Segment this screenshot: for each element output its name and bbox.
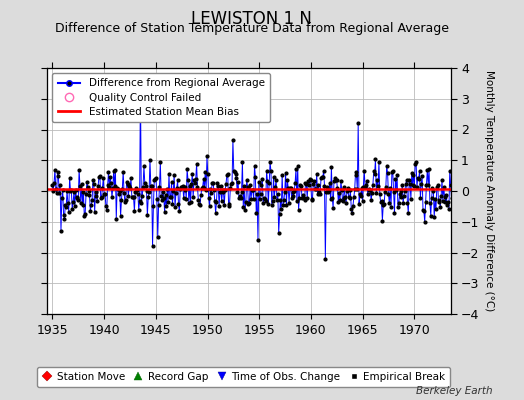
Y-axis label: Monthly Temperature Anomaly Difference (°C): Monthly Temperature Anomaly Difference (… bbox=[484, 70, 494, 312]
Text: Difference of Station Temperature Data from Regional Average: Difference of Station Temperature Data f… bbox=[54, 22, 449, 35]
Text: LEWISTON 1 N: LEWISTON 1 N bbox=[191, 10, 312, 28]
Legend: Station Move, Record Gap, Time of Obs. Change, Empirical Break: Station Move, Record Gap, Time of Obs. C… bbox=[37, 367, 451, 387]
Text: Berkeley Earth: Berkeley Earth bbox=[416, 386, 493, 396]
Legend: Difference from Regional Average, Quality Control Failed, Estimated Station Mean: Difference from Regional Average, Qualit… bbox=[52, 73, 270, 122]
